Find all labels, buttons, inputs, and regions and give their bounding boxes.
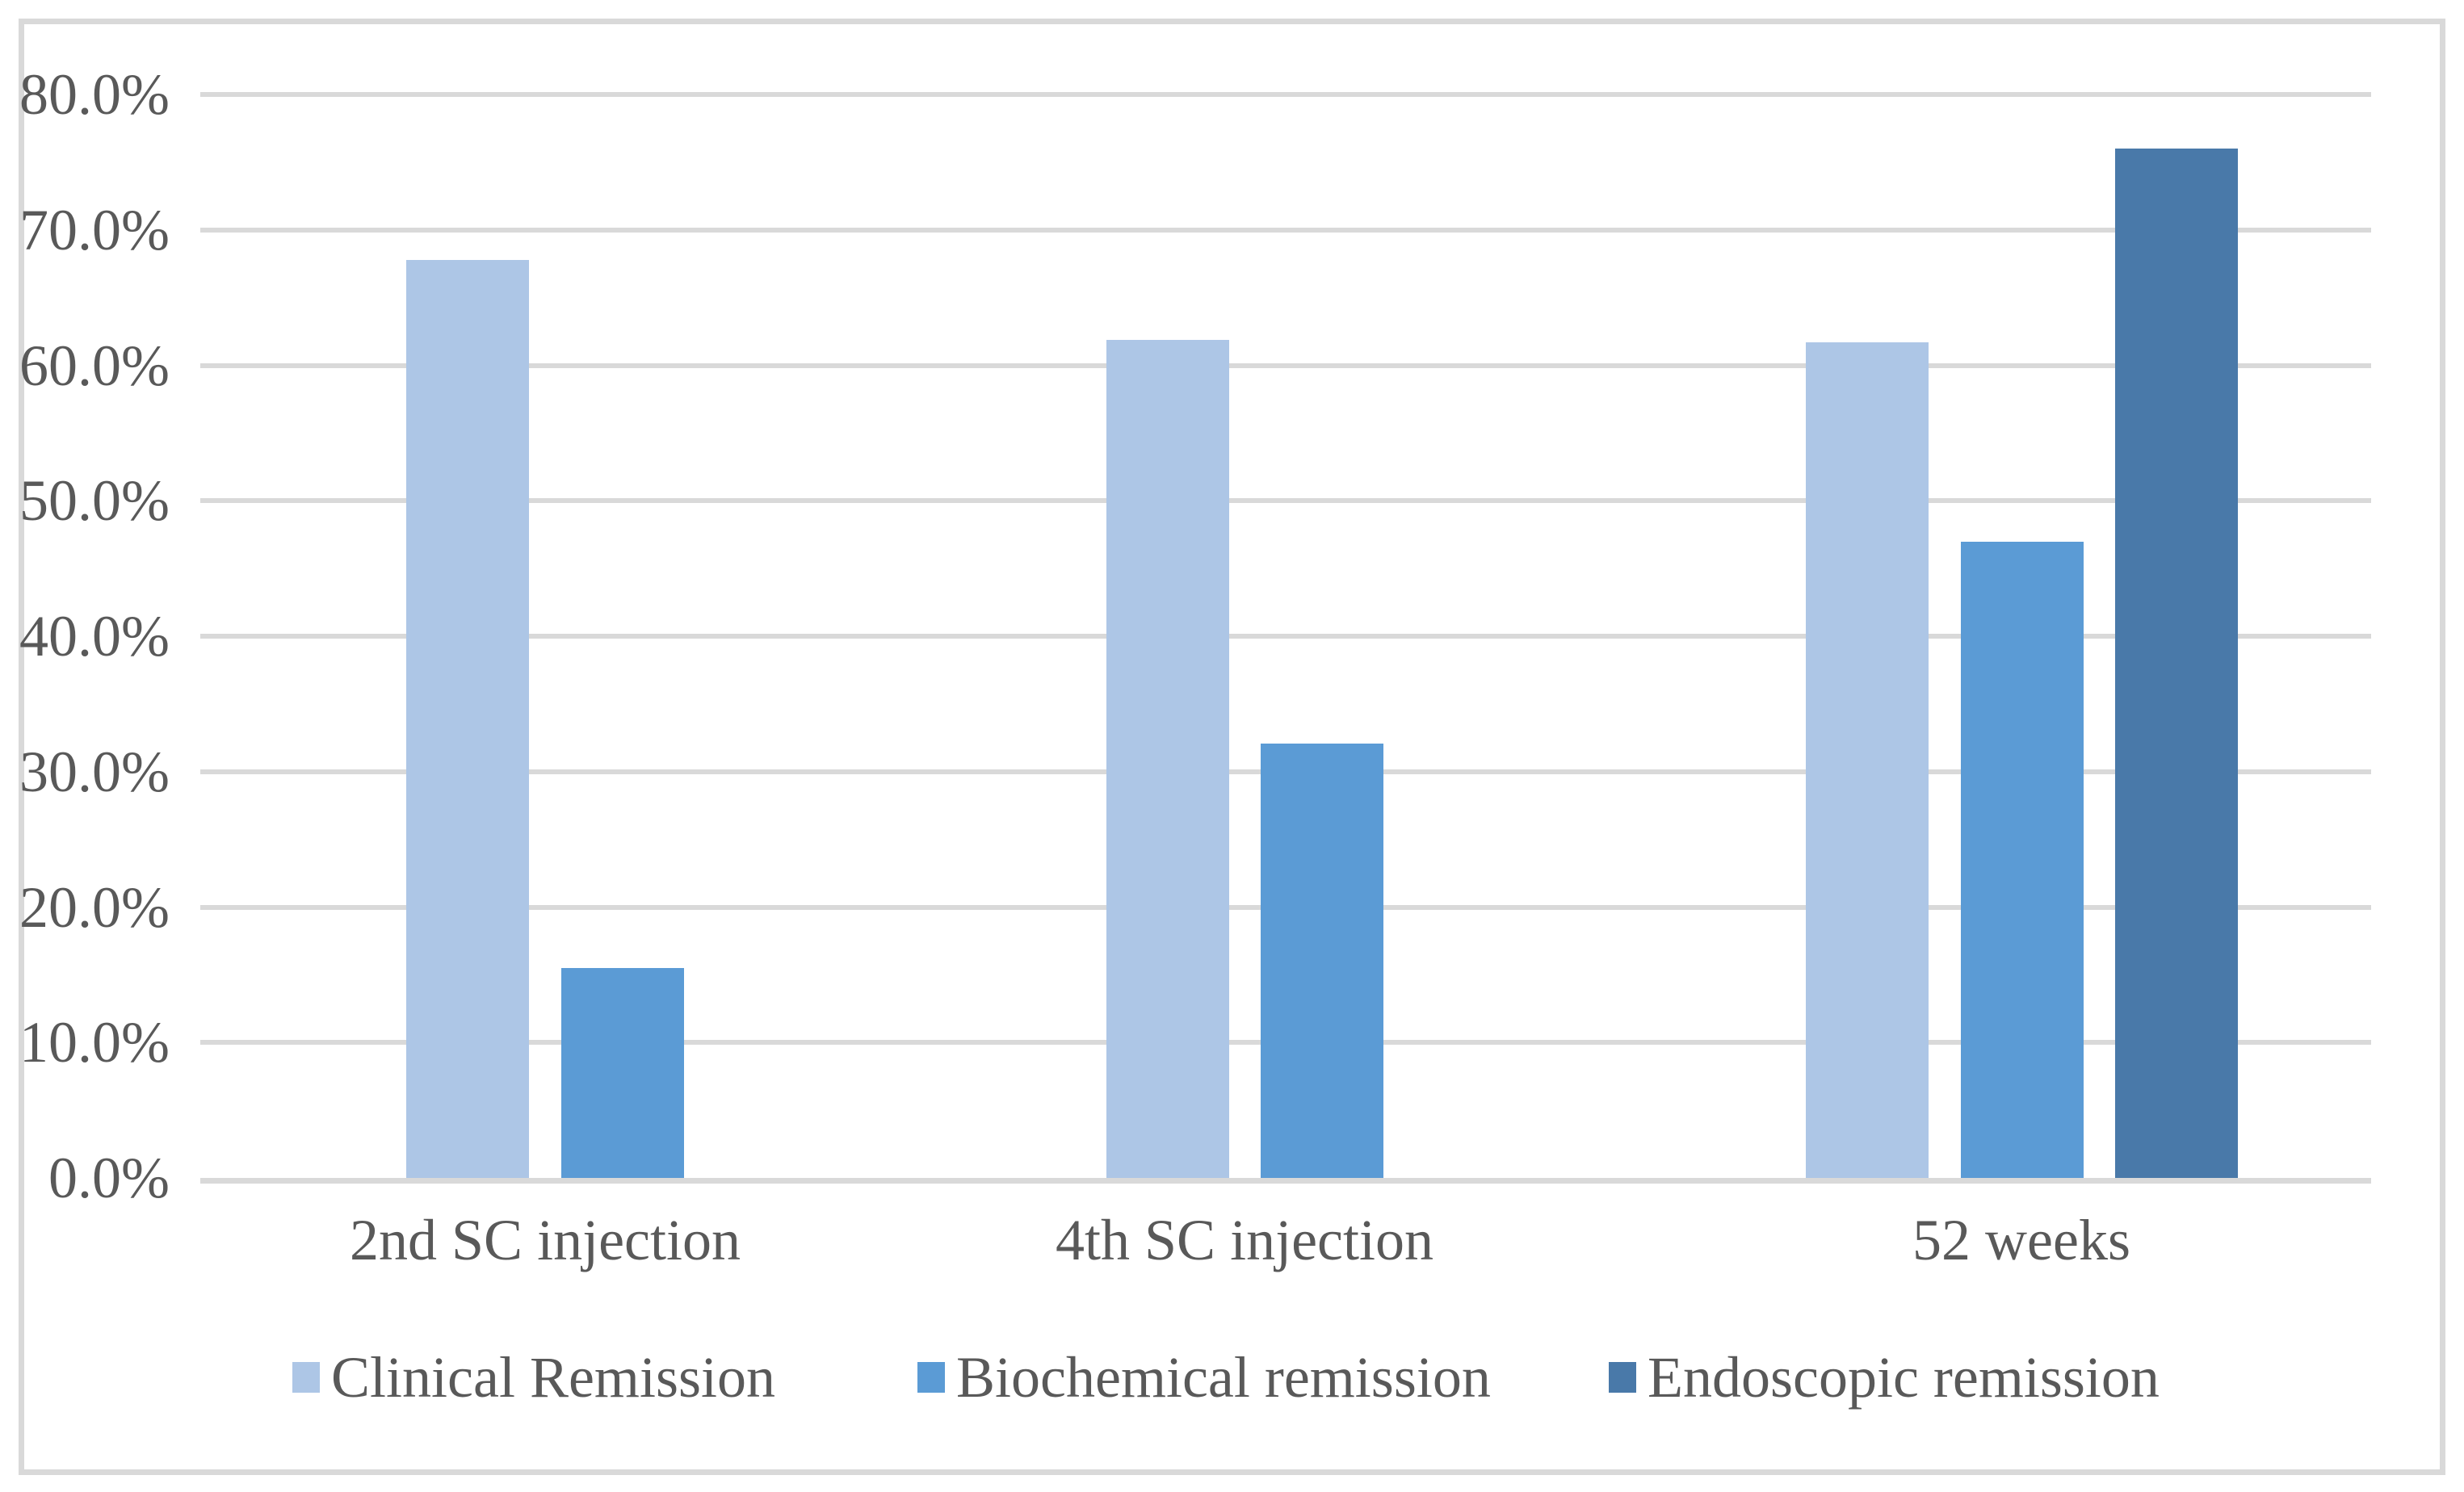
legend-item: Endoscopic remission <box>1609 1348 2160 1406</box>
legend-item: Biochemical remission <box>917 1348 1491 1406</box>
y-axis-tick-label: 50.0% <box>19 468 170 533</box>
y-axis-tick-label: 0.0% <box>48 1146 170 1210</box>
x-axis-label: 2nd SC injection <box>350 1208 741 1272</box>
x-axis-label: 52 weeks <box>1912 1208 2130 1272</box>
gridline <box>200 92 2371 97</box>
y-axis-tick-label: 70.0% <box>19 198 170 262</box>
legend-item: Clinical Remission <box>292 1348 775 1406</box>
bar-clinical-remission-52-weeks <box>1806 342 1929 1178</box>
x-axis-label: 4th SC injection <box>1056 1208 1433 1272</box>
legend-label: Endoscopic remission <box>1648 1345 2160 1410</box>
x-axis-line <box>200 1178 2371 1184</box>
bar-endoscopic-remission-52-weeks <box>2115 149 2238 1178</box>
gridline <box>200 363 2371 368</box>
bar-clinical-remission-2nd-sc-injection <box>406 260 529 1178</box>
y-axis-tick-label: 80.0% <box>19 62 170 127</box>
y-axis-tick-label: 40.0% <box>19 604 170 668</box>
gridline <box>200 228 2371 233</box>
bar-biochemical-remission-52-weeks <box>1961 542 2084 1178</box>
legend-swatch-icon <box>292 1362 320 1393</box>
y-axis-tick-label: 20.0% <box>19 875 170 940</box>
gridline <box>200 498 2371 503</box>
y-axis-tick-label: 30.0% <box>19 740 170 804</box>
legend-swatch-icon <box>1609 1362 1636 1393</box>
bar-biochemical-remission-4th-sc-injection <box>1261 744 1383 1178</box>
legend-label: Biochemical remission <box>956 1345 1491 1410</box>
legend-swatch-icon <box>917 1362 945 1393</box>
bar-clinical-remission-4th-sc-injection <box>1106 340 1229 1178</box>
gridline <box>200 634 2371 639</box>
y-axis-tick-label: 10.0% <box>19 1010 170 1075</box>
legend-label: Clinical Remission <box>331 1345 775 1410</box>
bar-biochemical-remission-2nd-sc-injection <box>561 968 684 1178</box>
y-axis-tick-label: 60.0% <box>19 333 170 398</box>
